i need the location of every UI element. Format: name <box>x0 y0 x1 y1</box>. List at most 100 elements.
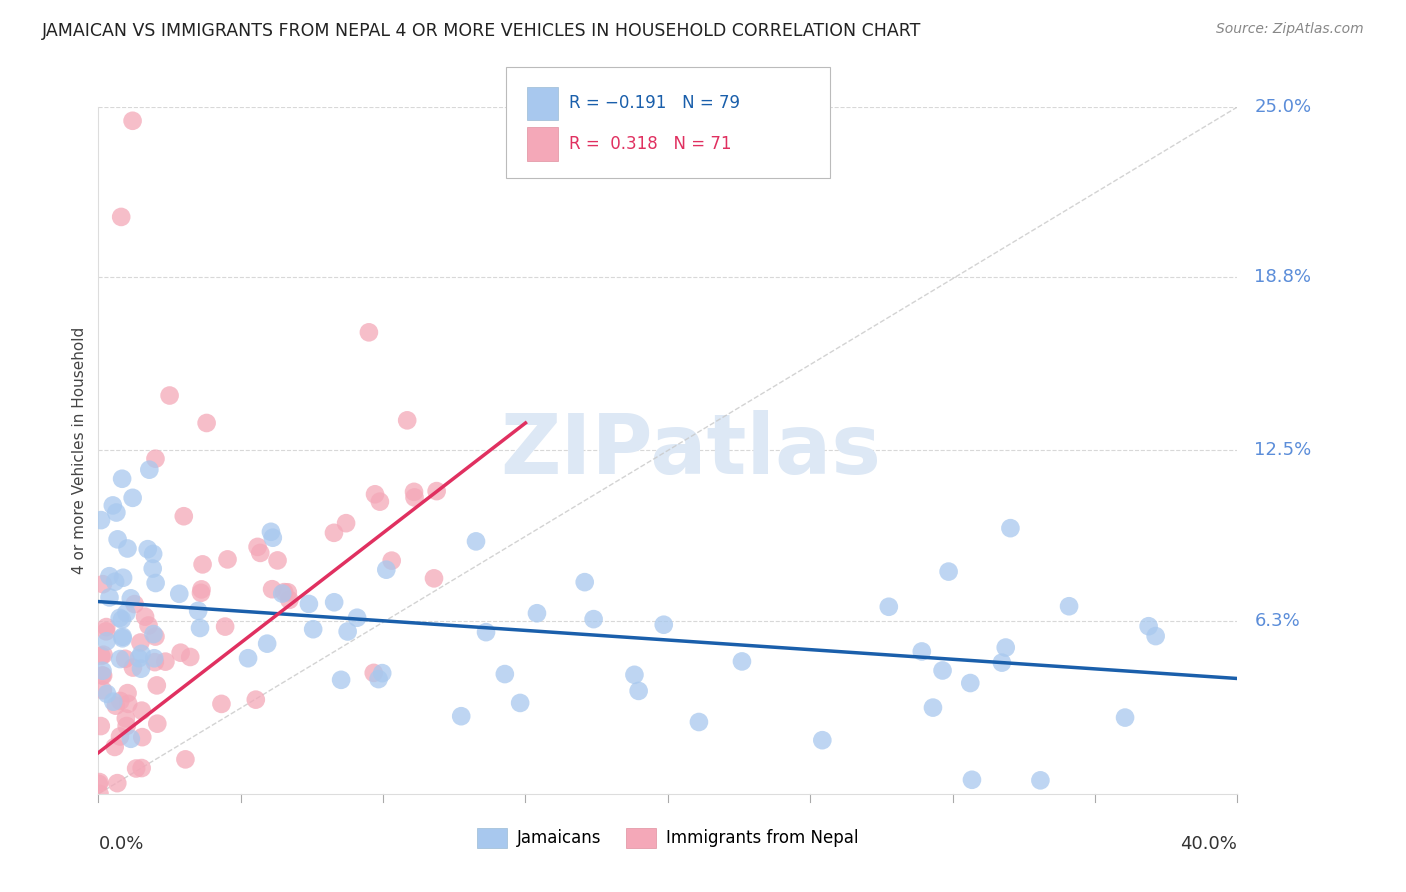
Point <box>131 647 153 661</box>
Point <box>98 569 121 583</box>
Point <box>128 651 150 665</box>
Point <box>1137 619 1160 633</box>
Point <box>1114 710 1136 724</box>
Point <box>120 731 142 746</box>
Point <box>114 711 136 725</box>
Point <box>134 609 156 624</box>
Text: 6.3%: 6.3% <box>1254 612 1301 630</box>
Point <box>145 451 167 466</box>
Point <box>96 620 118 634</box>
Point <box>1000 521 1022 535</box>
Point <box>1029 773 1052 788</box>
Point <box>188 621 211 635</box>
Point <box>260 524 283 539</box>
Point <box>371 666 394 681</box>
Point <box>179 650 201 665</box>
Point <box>110 210 132 224</box>
Point <box>323 595 346 609</box>
Point <box>146 716 169 731</box>
Point <box>323 525 346 540</box>
Point <box>277 585 299 599</box>
Point <box>131 761 153 775</box>
Point <box>688 714 710 729</box>
Text: ZIPatlas: ZIPatlas <box>501 410 882 491</box>
Point <box>96 634 118 648</box>
Point <box>142 627 165 641</box>
Point <box>142 561 165 575</box>
Point <box>652 617 675 632</box>
Point <box>96 687 118 701</box>
Point <box>125 762 148 776</box>
Text: R = −0.191   N = 79: R = −0.191 N = 79 <box>569 95 741 112</box>
Point <box>104 574 127 589</box>
Point <box>367 672 389 686</box>
Point <box>94 624 117 639</box>
Point <box>103 695 125 709</box>
Point <box>169 646 191 660</box>
Point <box>211 697 233 711</box>
Point <box>811 733 834 747</box>
Point <box>214 619 236 633</box>
Point <box>131 704 153 718</box>
Point <box>173 509 195 524</box>
Text: R =  0.318   N = 71: R = 0.318 N = 71 <box>569 135 733 153</box>
Point <box>273 585 295 599</box>
Point <box>159 388 181 402</box>
Point <box>90 719 112 733</box>
Point <box>1057 599 1080 614</box>
Point <box>129 635 152 649</box>
Point <box>526 606 548 620</box>
Text: 12.5%: 12.5% <box>1254 442 1312 459</box>
Point <box>105 506 128 520</box>
Point <box>336 624 359 639</box>
Text: Source: ZipAtlas.com: Source: ZipAtlas.com <box>1216 22 1364 37</box>
Point <box>931 664 953 678</box>
Point <box>108 730 131 744</box>
Point <box>236 651 259 665</box>
Point <box>105 776 128 790</box>
Point <box>145 576 167 591</box>
Point <box>143 655 166 669</box>
Point <box>89 775 111 789</box>
Point <box>112 571 135 585</box>
Point <box>142 547 165 561</box>
Point <box>115 606 138 620</box>
Point <box>104 739 127 754</box>
Point <box>623 668 645 682</box>
Point <box>89 787 111 801</box>
Point <box>121 113 143 128</box>
Point <box>91 577 114 591</box>
Point <box>136 542 159 557</box>
Point <box>93 648 115 662</box>
Point <box>138 618 160 632</box>
Point <box>404 491 426 505</box>
Point <box>138 463 160 477</box>
Point <box>245 692 267 706</box>
Point <box>249 546 271 560</box>
Point <box>271 586 294 600</box>
Point <box>475 625 498 640</box>
Legend: Jamaicans, Immigrants from Nepal: Jamaicans, Immigrants from Nepal <box>470 822 866 855</box>
Point <box>450 709 472 723</box>
Point <box>262 582 284 597</box>
Point <box>877 599 900 614</box>
Point <box>731 655 754 669</box>
Point <box>375 563 398 577</box>
Point <box>143 651 166 665</box>
Point <box>509 696 531 710</box>
Point <box>111 632 134 646</box>
Point <box>110 694 132 708</box>
Point <box>494 667 516 681</box>
Point <box>364 487 387 501</box>
Point <box>91 664 114 678</box>
Point <box>91 668 114 682</box>
Point <box>574 575 596 590</box>
Point <box>298 597 321 611</box>
Point <box>108 611 131 625</box>
Point <box>190 582 212 597</box>
Text: 40.0%: 40.0% <box>1181 835 1237 853</box>
Point <box>302 622 325 636</box>
Point <box>330 673 353 687</box>
Point <box>117 697 139 711</box>
Point <box>155 655 177 669</box>
